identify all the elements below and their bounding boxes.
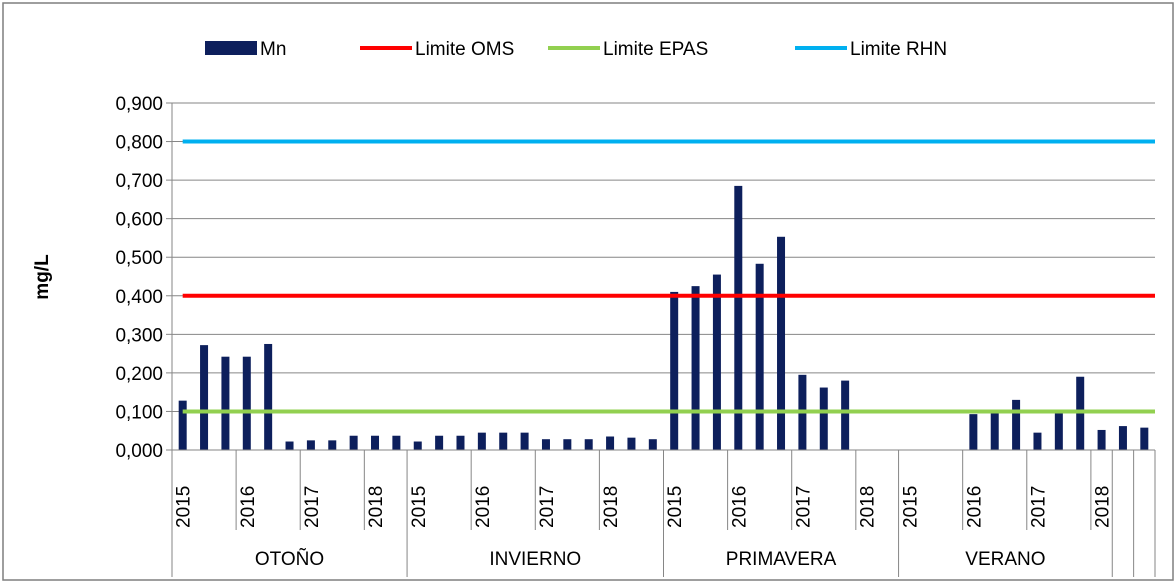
y-axis-ticks: 0,000 0,100 0,200 0,300 0,400 0,500 0,600 0,700… (115, 94, 172, 462)
legend-label: Mn (260, 39, 286, 60)
y-tick-label: 0,100 (115, 402, 163, 423)
y-axis-label: mg/L (32, 254, 53, 300)
y-tick-label: 0,600 (115, 210, 163, 231)
y-tick-label: 0,800 (115, 133, 163, 154)
bar (819, 387, 828, 450)
bar (1012, 399, 1021, 450)
legend-label: Limite EPAS (603, 39, 708, 60)
bars (178, 185, 1149, 450)
x-tick-label: 2015 (665, 486, 686, 528)
x-tick-label: 2016 (729, 486, 750, 528)
bar (413, 441, 422, 450)
y-tick-label: 0,500 (115, 248, 163, 269)
season-label: PRIMAVERA (726, 549, 837, 570)
bar (1054, 412, 1063, 450)
season-label: INVIERNO (489, 549, 581, 570)
y-tick-label: 0,900 (115, 94, 163, 115)
bar (627, 437, 636, 450)
bar (1033, 432, 1042, 450)
x-tick-label: 2016 (964, 486, 985, 528)
season-label: VERANO (965, 549, 1045, 570)
bar (648, 439, 657, 450)
bar (328, 440, 337, 450)
x-tick-label: 2018 (1093, 486, 1114, 528)
bar (499, 432, 508, 450)
bar (584, 439, 593, 450)
y-tick-label: 0,400 (115, 287, 163, 308)
bar (990, 412, 999, 450)
legend-label: Limite OMS (415, 39, 514, 60)
x-tick-label: 2018 (366, 486, 387, 528)
bar (777, 236, 786, 450)
bar (456, 435, 465, 450)
bar (306, 440, 315, 450)
bar (242, 356, 251, 450)
x-tick-label: 2016 (473, 486, 494, 528)
y-tick-label: 0,700 (115, 171, 163, 192)
x-tick-label: 2015 (900, 486, 921, 528)
x-tick-label: 2018 (858, 486, 879, 528)
y-tick-label: 0,000 (115, 441, 163, 462)
bar (563, 439, 572, 450)
bar (200, 345, 209, 450)
bar (371, 435, 380, 450)
bar (969, 414, 978, 450)
season-label: OTOÑO (255, 548, 324, 570)
bar (734, 185, 743, 450)
legend-label: Limite RHN (850, 39, 947, 60)
x-tick-label: 2017 (302, 486, 323, 528)
bar (285, 441, 294, 450)
bar (392, 435, 401, 450)
y-tick-label: 0,200 (115, 364, 163, 385)
bar (520, 432, 529, 450)
bar (435, 435, 444, 450)
bar (841, 380, 850, 450)
legend-swatch (205, 41, 257, 55)
x-tick-label: 2015 (409, 486, 430, 528)
bar (349, 435, 358, 450)
y-tick-label: 0,300 (115, 325, 163, 346)
bar (670, 291, 679, 450)
bar (1140, 427, 1149, 450)
bar (221, 356, 230, 450)
x-tick-label: 2016 (238, 486, 259, 528)
legend: Mn Limite OMS Limite EPAS Limite RHN (205, 39, 947, 60)
x-tick-label: 2018 (601, 486, 622, 528)
bar (477, 432, 486, 450)
bar (1097, 429, 1106, 450)
x-tick-label: 2017 (537, 486, 558, 528)
bar (712, 274, 721, 450)
x-axis: 2015 2016 2017 2018 OTOÑO 2015 2016 2017 2018 INV… (171, 449, 1156, 577)
bar (1118, 426, 1127, 450)
bar (691, 286, 700, 450)
bar (264, 343, 273, 450)
reference-lines (182, 139, 1155, 414)
bar (178, 400, 187, 450)
x-tick-label: 2017 (793, 486, 814, 528)
x-tick-label: 2015 (174, 486, 195, 528)
bar (606, 436, 615, 450)
bar (541, 439, 550, 450)
x-tick-label: 2017 (1028, 486, 1049, 528)
bar (755, 263, 764, 450)
